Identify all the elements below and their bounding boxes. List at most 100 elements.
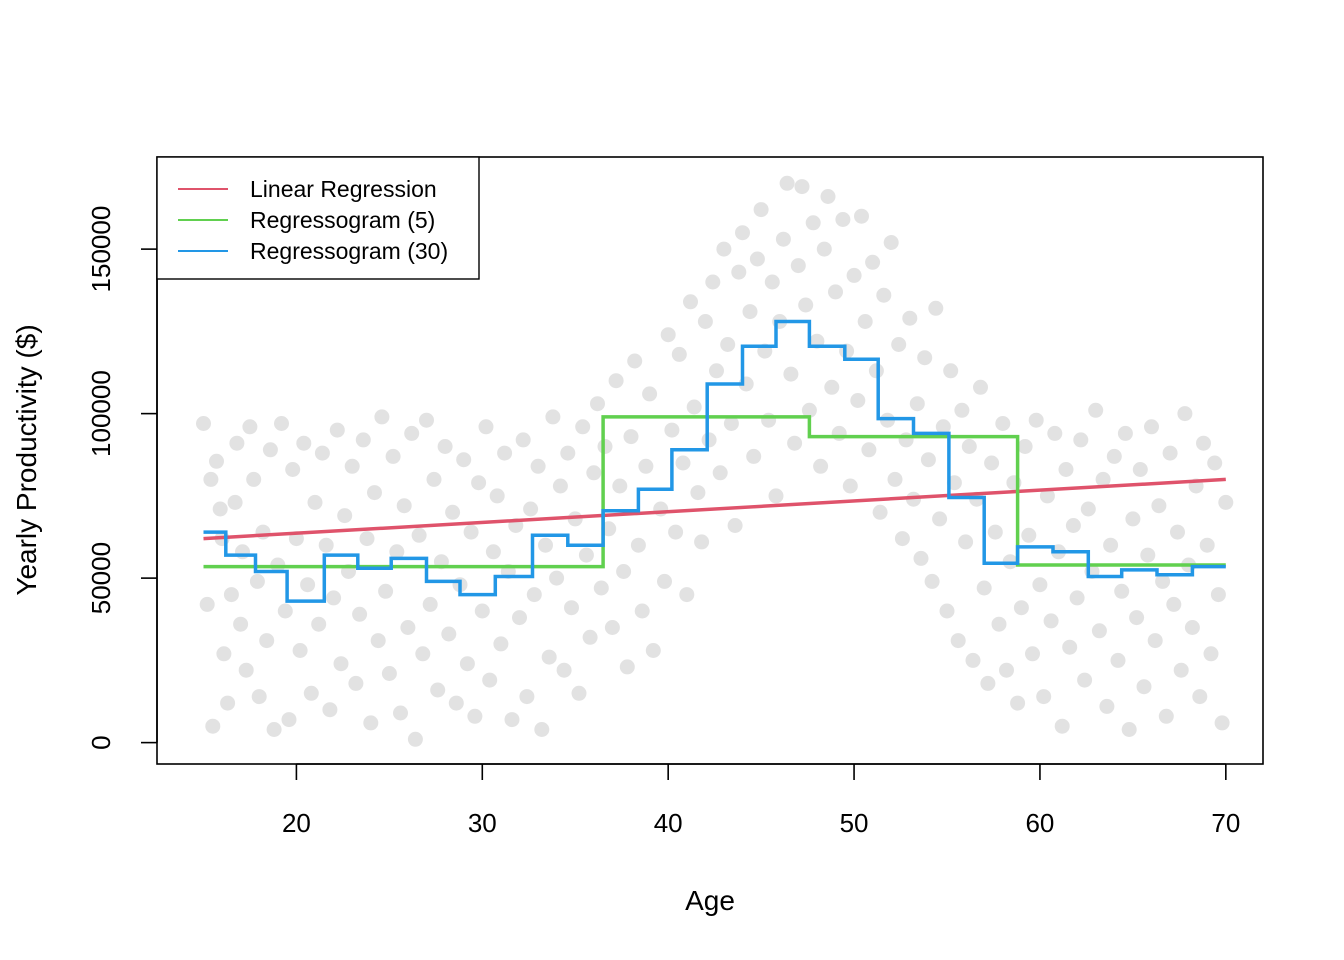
scatter-point	[790, 258, 806, 274]
scatter-point	[686, 399, 702, 415]
scatter-point	[601, 521, 617, 537]
scatter-point	[716, 241, 732, 257]
x-tick-label: 30	[468, 808, 497, 838]
scatter-point	[824, 379, 840, 395]
scatter-point	[1173, 662, 1189, 678]
scatter-point	[523, 501, 539, 517]
scatter-point	[935, 419, 951, 435]
scatter-point	[300, 577, 316, 593]
x-axis: 20 30 40 50 60 70	[282, 763, 1240, 838]
scatter-point	[1103, 537, 1119, 553]
scatter-point	[746, 448, 762, 464]
scatter-point	[761, 412, 777, 428]
scatter-point	[1203, 646, 1219, 662]
scatter-point	[333, 656, 349, 672]
scatter-point	[1166, 596, 1182, 612]
scatter-point	[385, 448, 401, 464]
scatter-point	[1199, 537, 1215, 553]
scatter-point	[961, 439, 977, 454]
legend-label: Regressogram (5)	[250, 207, 435, 233]
scatter-point	[389, 544, 405, 560]
scatter-point	[619, 659, 635, 675]
scatter-point	[530, 458, 546, 474]
scatter-point	[749, 251, 765, 267]
legend-label: Regressogram (30)	[250, 238, 448, 264]
scatter-point	[1010, 695, 1026, 711]
series-line-linear-regression	[203, 477, 1226, 541]
scatter-point	[426, 471, 442, 487]
scatter-point	[1155, 573, 1171, 589]
scatter-point	[683, 294, 698, 310]
scatter-point	[709, 363, 724, 379]
scatter-point	[367, 485, 382, 501]
scatter-point	[1017, 439, 1033, 454]
scatter-point	[493, 636, 509, 652]
scatter-point	[980, 675, 996, 691]
scatter-point	[638, 458, 654, 474]
scatter-point	[277, 603, 293, 619]
scatter-point	[850, 393, 866, 408]
scatter-point	[816, 241, 832, 257]
scatter-point	[474, 603, 490, 619]
scatter-point	[842, 478, 858, 494]
scatter-point	[608, 373, 624, 389]
x-tick-label: 20	[282, 808, 311, 838]
scatter-point	[419, 412, 434, 428]
scatter-point	[727, 518, 743, 533]
scatter-point	[396, 498, 412, 514]
scatter-point	[303, 685, 319, 701]
scatter-point	[1121, 722, 1137, 737]
scatter-point	[1032, 577, 1048, 593]
scatter-point	[857, 314, 873, 329]
scatter-point	[233, 616, 249, 632]
scatter-point	[735, 225, 750, 241]
scatter-point	[630, 537, 646, 553]
scatter-point	[445, 504, 461, 520]
scatter-point	[564, 600, 579, 616]
scatter-point	[545, 409, 561, 425]
scatter-point	[668, 524, 684, 540]
scatter-point	[1065, 518, 1081, 533]
scatter-point	[322, 702, 338, 718]
scatter-point	[973, 379, 988, 395]
scatter-point	[223, 587, 239, 603]
scatter-point	[768, 488, 784, 504]
scatter-point	[712, 465, 728, 481]
scatter-point	[775, 231, 791, 247]
scatter-point	[448, 695, 464, 711]
scatter-point	[209, 453, 224, 469]
scatter-point	[943, 363, 959, 379]
series-line-regressogram-30	[203, 319, 1226, 603]
scatter-point	[872, 504, 888, 520]
scatter-point	[1028, 412, 1044, 428]
y-tick-label: 100000	[86, 370, 116, 457]
scatter-point	[928, 300, 944, 316]
scatter-point	[1162, 445, 1178, 461]
scatter-point	[560, 445, 576, 461]
scatter-point	[220, 695, 236, 711]
scatter-point	[913, 550, 929, 566]
scatter-point	[690, 485, 706, 501]
scatter-point	[742, 304, 758, 320]
scatter-point	[861, 442, 877, 458]
x-tick-label: 60	[1025, 808, 1054, 838]
scatter-point	[571, 685, 587, 701]
scatter-point	[497, 445, 513, 461]
scatter-point	[242, 419, 258, 435]
scatter-point	[1039, 488, 1055, 504]
y-tick-label: 150000	[86, 206, 116, 293]
scatter-point	[216, 646, 232, 662]
scatter-point	[586, 465, 602, 481]
scatter-point	[1073, 432, 1089, 448]
scatter-point	[526, 587, 542, 603]
scatter-point	[1058, 462, 1074, 477]
scatter-point	[694, 534, 710, 550]
scatter-point	[932, 511, 948, 527]
scatter-point	[538, 537, 553, 553]
scatter-point	[199, 596, 215, 612]
scatter-point	[1210, 587, 1226, 603]
scatter-point	[519, 689, 535, 705]
scatter-point	[1218, 494, 1234, 510]
scatter-point	[203, 471, 219, 487]
scatter-point	[311, 616, 327, 632]
